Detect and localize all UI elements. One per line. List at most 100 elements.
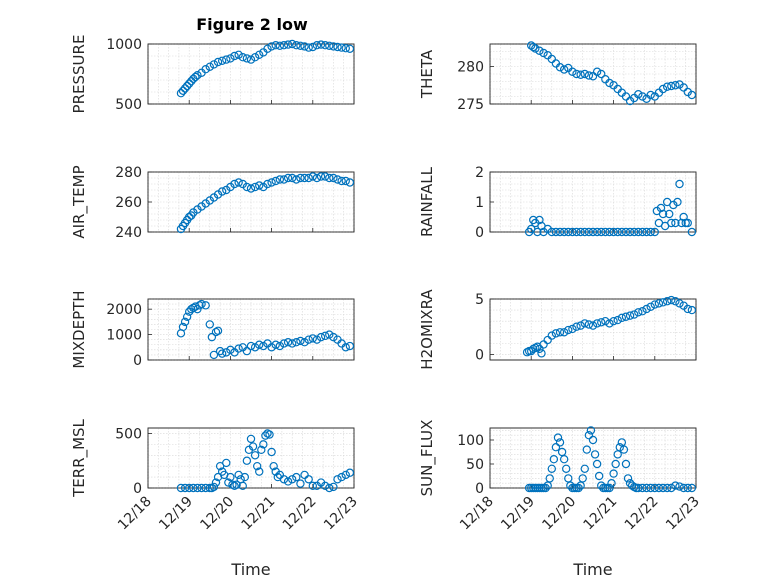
data-point	[312, 173, 322, 183]
x-tick-label: 12/18	[115, 494, 155, 534]
plot-frame	[147, 298, 355, 361]
data-point	[246, 55, 256, 64]
y-tick-label: 0	[475, 225, 484, 241]
data-point	[590, 450, 600, 459]
data-point	[658, 483, 668, 493]
data-point	[238, 53, 247, 62]
data-point	[625, 227, 635, 237]
data-point	[580, 464, 589, 473]
plot-frame	[489, 298, 697, 361]
data-point	[180, 84, 190, 93]
data-point	[582, 445, 592, 454]
data-point	[197, 483, 206, 493]
data-point	[667, 295, 676, 305]
data-point	[650, 300, 660, 309]
data-point	[621, 92, 631, 101]
data-point	[209, 482, 219, 492]
data-point	[271, 41, 280, 50]
data-point	[683, 304, 692, 314]
x-tick-label: 12/23	[663, 494, 703, 534]
data-point	[292, 338, 301, 347]
data-point	[312, 335, 322, 344]
data-point	[267, 42, 276, 51]
y-tick-label: 280	[457, 60, 484, 76]
x-tick-label: 12/21	[239, 494, 279, 534]
data-point	[535, 46, 544, 55]
data-point	[650, 227, 660, 237]
data-point	[240, 472, 250, 482]
data-point	[564, 227, 573, 237]
data-point	[679, 83, 688, 92]
data-point	[308, 334, 317, 343]
data-point	[271, 176, 280, 186]
data-point	[250, 182, 260, 192]
x-tick-label: 12/20	[197, 494, 237, 534]
data-point	[308, 172, 317, 181]
data-point	[597, 227, 606, 237]
x-tick-label: 12/22	[622, 494, 662, 534]
data-point	[634, 308, 643, 317]
y-tick-label: 1000	[106, 328, 142, 344]
y-tick-label: 0	[133, 353, 142, 369]
y-axis-label: THETA	[418, 49, 436, 99]
data-point	[601, 227, 610, 237]
data-point	[625, 311, 635, 320]
data-point	[588, 72, 598, 81]
data-point	[572, 227, 581, 237]
data-point	[195, 301, 204, 310]
data-point	[555, 328, 565, 337]
data-point	[671, 297, 680, 306]
data-point	[555, 227, 565, 237]
subplot-h2omixra: 0 5 H2OMIXRA	[418, 289, 697, 370]
data-point	[257, 445, 266, 455]
data-point	[230, 179, 239, 189]
data-point	[205, 320, 214, 329]
data-point	[547, 464, 557, 473]
data-point	[238, 481, 247, 491]
data-point	[261, 431, 270, 440]
data-point	[184, 212, 194, 222]
y-axis-label: AIR_TEMP	[70, 165, 89, 238]
data-point	[677, 218, 686, 228]
y-axis-label: MIXDEPTH	[70, 290, 88, 368]
data-point	[329, 42, 338, 51]
data-point	[671, 81, 680, 90]
data-point	[605, 227, 614, 237]
data-point	[675, 299, 684, 308]
data-point	[601, 316, 610, 326]
data-point	[658, 209, 668, 219]
data-point	[642, 227, 651, 237]
data-point	[609, 316, 618, 326]
data-point	[580, 319, 589, 328]
data-point	[646, 302, 655, 311]
data-point	[288, 39, 297, 49]
data-point	[547, 331, 557, 340]
data-point	[283, 173, 293, 183]
y-tick-label: 280	[115, 165, 142, 181]
data-point	[255, 181, 264, 190]
data-point	[308, 42, 317, 52]
data-point	[687, 227, 697, 237]
data-point	[687, 305, 697, 315]
data-point	[255, 467, 264, 476]
x-tick-label: 12/23	[321, 494, 361, 534]
data-point	[621, 312, 631, 321]
data-point	[634, 90, 643, 99]
data-point	[667, 483, 676, 493]
data-point	[263, 179, 272, 189]
data-point	[296, 479, 305, 488]
data-point	[621, 459, 631, 469]
y-tick-label: 50	[466, 457, 484, 473]
data-point	[252, 461, 262, 471]
data-point	[325, 173, 334, 183]
data-point	[316, 332, 326, 342]
data-point	[283, 477, 293, 486]
data-point	[634, 227, 643, 237]
data-point	[187, 304, 196, 314]
data-point	[539, 340, 548, 349]
data-point	[584, 71, 594, 80]
data-point	[553, 433, 563, 442]
data-point	[638, 307, 647, 316]
data-point	[217, 187, 227, 196]
data-point	[541, 483, 550, 493]
